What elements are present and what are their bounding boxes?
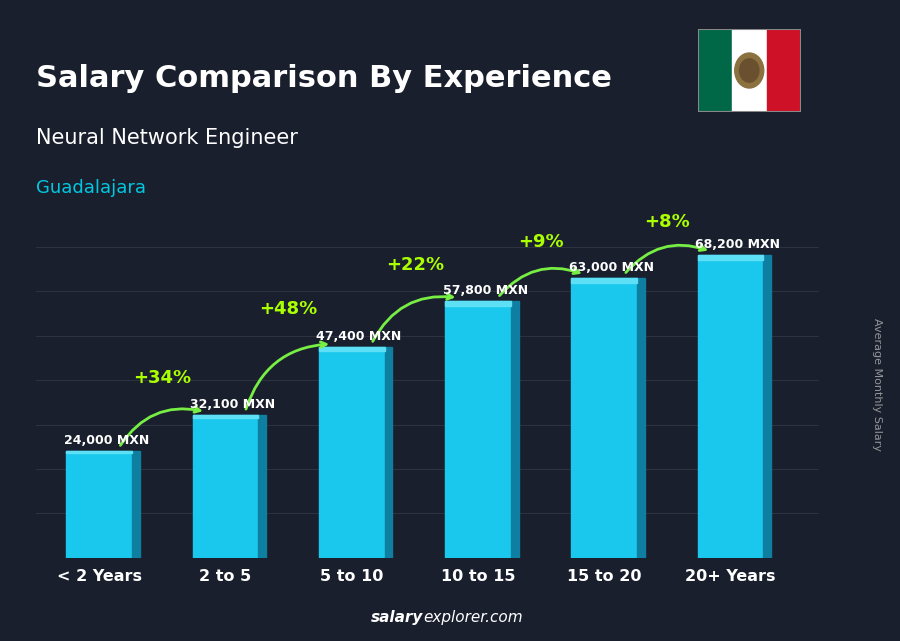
Text: Neural Network Engineer: Neural Network Engineer xyxy=(36,128,298,148)
Circle shape xyxy=(740,59,759,82)
Text: +9%: +9% xyxy=(518,233,564,251)
Text: 32,100 MXN: 32,100 MXN xyxy=(190,398,275,411)
Bar xyxy=(637,278,645,558)
Bar xyxy=(319,347,384,351)
Bar xyxy=(446,301,511,558)
Bar xyxy=(67,451,132,453)
Text: explorer.com: explorer.com xyxy=(423,610,523,625)
Bar xyxy=(193,415,258,558)
Bar xyxy=(384,347,392,558)
Bar xyxy=(132,451,140,558)
Bar xyxy=(763,255,771,558)
Text: Average Monthly Salary: Average Monthly Salary xyxy=(872,318,883,451)
Bar xyxy=(732,29,767,112)
Bar xyxy=(193,415,258,418)
Text: +34%: +34% xyxy=(133,369,192,387)
Text: +48%: +48% xyxy=(259,300,318,318)
Text: 68,200 MXN: 68,200 MXN xyxy=(695,238,780,251)
Bar xyxy=(698,255,763,558)
Text: 63,000 MXN: 63,000 MXN xyxy=(569,261,654,274)
Bar xyxy=(446,301,511,306)
Bar xyxy=(698,29,732,112)
Text: Salary Comparison By Experience: Salary Comparison By Experience xyxy=(36,64,612,93)
Text: salary: salary xyxy=(371,610,423,625)
Bar xyxy=(767,29,801,112)
Text: 47,400 MXN: 47,400 MXN xyxy=(317,330,401,343)
Text: +8%: +8% xyxy=(644,213,690,231)
Bar xyxy=(698,255,763,260)
Text: +22%: +22% xyxy=(386,256,444,274)
Bar xyxy=(319,347,384,558)
Bar xyxy=(67,451,132,558)
Text: 24,000 MXN: 24,000 MXN xyxy=(64,434,149,447)
Text: Guadalajara: Guadalajara xyxy=(36,179,146,197)
Bar xyxy=(572,278,637,558)
Bar xyxy=(511,301,518,558)
Bar xyxy=(258,415,266,558)
Bar xyxy=(572,278,637,283)
Circle shape xyxy=(734,53,764,88)
Text: 57,800 MXN: 57,800 MXN xyxy=(443,284,527,297)
